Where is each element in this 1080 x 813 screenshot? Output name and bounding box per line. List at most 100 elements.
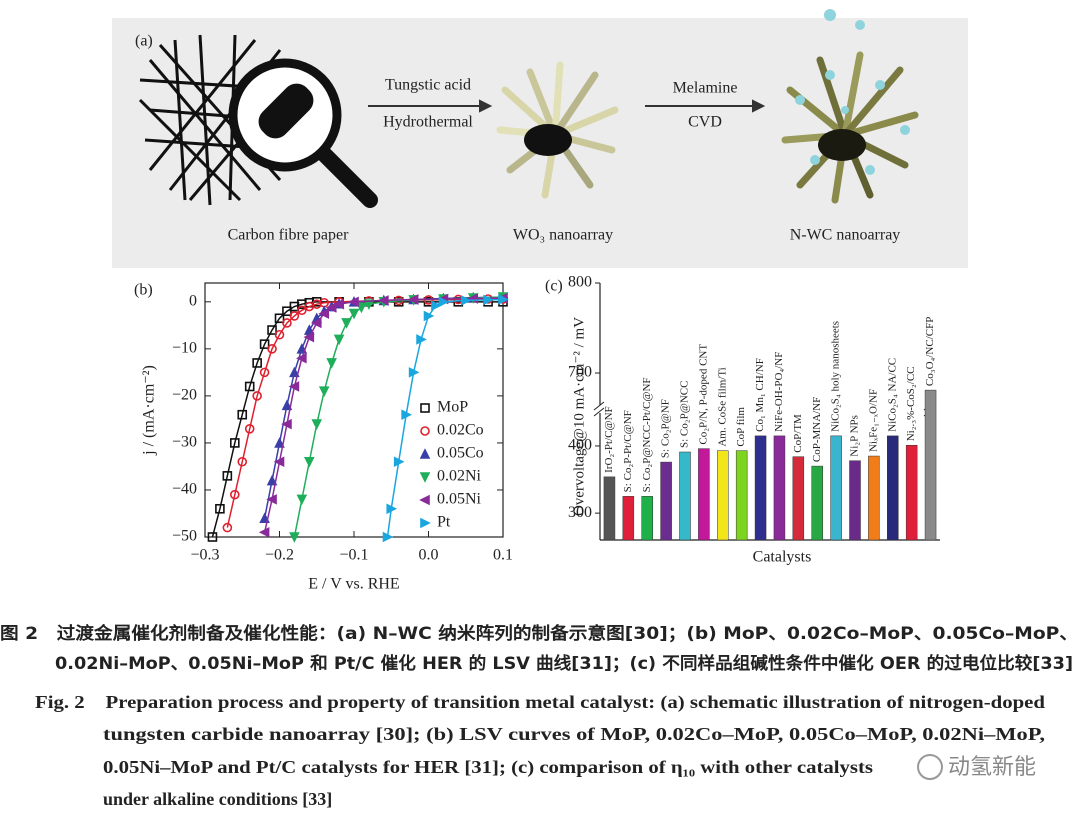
bar-label: S: Co₂P@NCC-Pt/C@NF <box>641 377 653 492</box>
data-marker <box>318 386 330 397</box>
legend-label: 0.05Co <box>437 445 484 462</box>
bar <box>792 456 805 541</box>
data-marker <box>303 331 315 343</box>
bar <box>735 450 748 541</box>
legend-marker <box>419 448 431 459</box>
data-marker <box>498 294 509 305</box>
bar-label: Co₃O₄/NC/CFP <box>924 317 936 386</box>
y-tick-label: 800 <box>568 274 592 291</box>
data-marker <box>356 302 367 314</box>
bar-label: S: Co₂P-Pt/C@NF <box>622 410 634 492</box>
legend-label: MoP <box>437 399 468 416</box>
data-marker <box>230 489 240 500</box>
axis-break <box>593 401 605 411</box>
data-marker <box>222 471 233 481</box>
data-marker <box>215 503 225 514</box>
panel-a-artwork <box>138 9 919 208</box>
bar-label: Co₁ Mn₁ CH/NF <box>754 358 766 432</box>
stage-label: N-WC nanoarray <box>790 227 901 244</box>
step-label: Hydrothermal <box>383 114 473 131</box>
axis-break-gap <box>595 405 605 413</box>
bar-label: Ni₂.₃%-CoS₂/CC <box>905 367 917 442</box>
bar <box>754 435 767 541</box>
arrows <box>368 99 766 113</box>
bar-label: CoP film <box>735 407 747 447</box>
data-marker <box>289 311 300 321</box>
data-marker <box>252 391 262 401</box>
y-tick-label: −20 <box>172 387 197 404</box>
watermark-icon <box>917 754 943 780</box>
data-marker <box>252 358 262 368</box>
data-marker <box>378 295 389 306</box>
bar <box>698 448 710 541</box>
data-marker <box>304 456 315 468</box>
bar <box>773 435 786 541</box>
data-marker <box>296 352 307 364</box>
bar-label: Ni₂P NPs <box>849 415 861 457</box>
bar-label: NiₓFe₁₋ₓO/NF <box>867 389 879 452</box>
data-marker <box>382 531 394 543</box>
data-marker <box>289 532 300 543</box>
caption: 图 2 过渡金属催化剂制备及催化性能：(a) N–WC 纳米阵列的制备示意图[3… <box>0 623 1078 809</box>
legend-marker <box>419 494 430 506</box>
data-marker <box>237 456 248 467</box>
bar-label: Am. CoSe film/Ti <box>716 367 728 446</box>
x-axis-title: Catalysts <box>753 549 812 566</box>
legend-marker <box>420 426 430 436</box>
data-marker <box>423 310 435 322</box>
data-marker <box>288 381 300 392</box>
bar-label: NiCo₂S₄ holy nanosheets <box>830 321 842 432</box>
bar <box>924 389 937 541</box>
bar <box>868 455 880 541</box>
data-marker <box>348 308 360 320</box>
bar <box>622 496 635 541</box>
data-marker <box>431 300 442 311</box>
data-marker <box>348 296 359 308</box>
x-tick-label: −0.2 <box>265 547 294 564</box>
data-marker <box>386 503 398 515</box>
panel-label: (c) <box>545 278 563 295</box>
panel-label: (b) <box>134 282 153 299</box>
panel-a-labels: (a) Tungstic acid Hydrothermal Melamine … <box>135 33 900 244</box>
y-tick-label: −50 <box>172 528 197 545</box>
x-tick-label: 0.1 <box>493 547 513 564</box>
data-marker <box>416 334 427 345</box>
data-marker <box>333 298 344 310</box>
data-marker <box>274 313 285 324</box>
caption-cn: 0.02Ni–MoP、0.05Ni–MoP 和 Pt/C 催化 HER 的 LS… <box>55 653 1073 674</box>
caption-cn: 图 2 过渡金属催化剂制备及催化性能：(a) N–WC 纳米阵列的制备示意图[3… <box>0 623 1078 644</box>
stage-label: WO₃ nanoarray <box>513 227 613 244</box>
bar-label: CoP/TM <box>792 414 804 453</box>
data-marker <box>230 438 240 448</box>
data-marker <box>274 329 285 340</box>
data-marker <box>460 295 472 306</box>
data-marker <box>266 494 277 505</box>
data-marker <box>318 308 330 319</box>
data-marker <box>401 409 412 420</box>
data-marker <box>325 302 337 313</box>
bar-label: NiFe-OH-PO₄/NF <box>773 352 785 432</box>
data-marker <box>296 494 308 506</box>
y-tick-label: 700 <box>568 364 592 381</box>
data-marker <box>282 318 292 328</box>
bar <box>905 445 918 541</box>
bar-label: S: Co₂P@NF <box>660 399 672 458</box>
bar-label: S: Co₂P@NCC <box>679 381 691 448</box>
y-axis-title: j / (mA·cm⁻²) <box>141 365 158 456</box>
data-marker <box>326 358 337 369</box>
data-marker <box>341 318 352 329</box>
data-marker <box>259 367 270 378</box>
data-marker <box>267 344 277 354</box>
data-marker <box>393 456 405 468</box>
y-tick-label: 300 <box>568 504 592 521</box>
bar-label: CoP-MNA/NF <box>811 397 823 462</box>
data-marker <box>408 367 420 378</box>
legend-marker <box>419 472 431 483</box>
bar <box>660 461 672 541</box>
step-label: Melamine <box>673 80 738 97</box>
data-marker <box>310 317 322 329</box>
wo3-nanoarray <box>496 61 619 199</box>
legend-label: 0.05Ni <box>437 491 482 508</box>
step-label: CVD <box>688 114 722 131</box>
